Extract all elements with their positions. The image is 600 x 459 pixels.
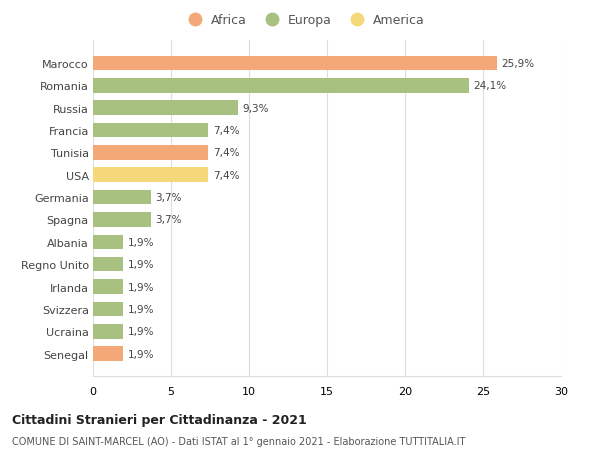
Text: 1,9%: 1,9% (127, 349, 154, 359)
Text: COMUNE DI SAINT-MARCEL (AO) - Dati ISTAT al 1° gennaio 2021 - Elaborazione TUTTI: COMUNE DI SAINT-MARCEL (AO) - Dati ISTAT… (12, 436, 466, 446)
Bar (93, 347, 122, 361)
Bar (93, 213, 151, 227)
Bar (93, 190, 151, 205)
Bar (93, 302, 122, 317)
Bar (93, 280, 122, 294)
Text: 9,3%: 9,3% (243, 103, 269, 113)
Bar (93, 168, 208, 183)
Legend: Africa, Europa, America: Africa, Europa, America (182, 14, 425, 27)
Text: 25,9%: 25,9% (502, 59, 535, 69)
Bar (93, 123, 208, 138)
Text: 3,7%: 3,7% (155, 193, 182, 203)
Bar (93, 257, 122, 272)
Text: 1,9%: 1,9% (127, 327, 154, 336)
Bar (93, 79, 469, 93)
Bar (93, 325, 122, 339)
Bar (93, 56, 497, 71)
Text: 7,4%: 7,4% (213, 148, 239, 158)
Text: 1,9%: 1,9% (127, 260, 154, 269)
Text: Cittadini Stranieri per Cittadinanza - 2021: Cittadini Stranieri per Cittadinanza - 2… (12, 413, 307, 426)
Text: 1,9%: 1,9% (127, 282, 154, 292)
Text: 3,7%: 3,7% (155, 215, 182, 225)
Bar (93, 235, 122, 250)
Text: 1,9%: 1,9% (127, 237, 154, 247)
Text: 24,1%: 24,1% (473, 81, 507, 91)
Bar (93, 146, 208, 160)
Text: 7,4%: 7,4% (213, 170, 239, 180)
Text: 1,9%: 1,9% (127, 304, 154, 314)
Text: 7,4%: 7,4% (213, 126, 239, 136)
Bar (93, 101, 238, 116)
